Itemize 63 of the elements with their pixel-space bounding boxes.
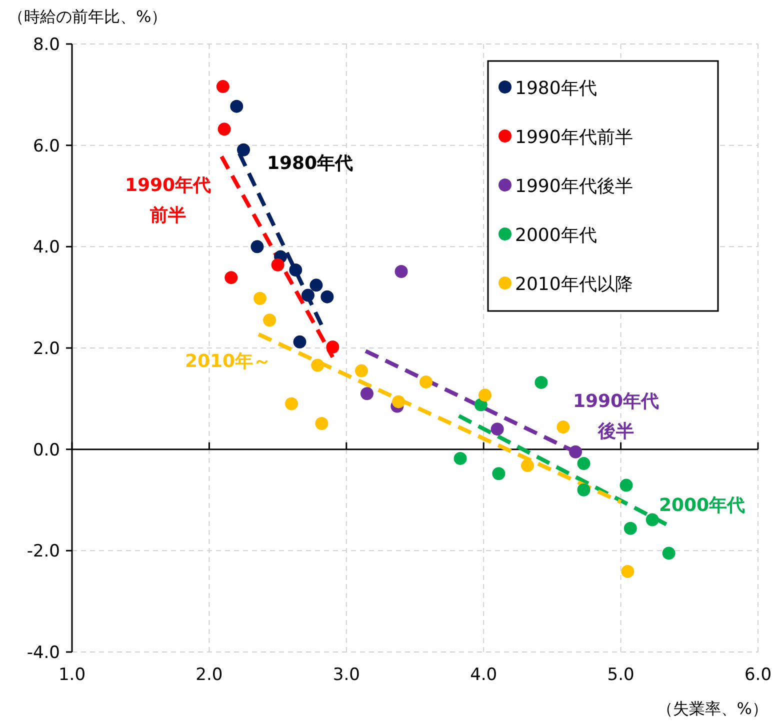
point (492, 467, 506, 480)
annotation: 1990年代前半 (124, 175, 212, 226)
point (218, 122, 231, 136)
point (224, 271, 238, 284)
point (354, 364, 368, 378)
annotation: 2010年～ (184, 351, 272, 372)
x-tick-label: 1.0 (58, 665, 86, 685)
point (556, 420, 570, 434)
y-tick-label: 4.0 (32, 238, 60, 258)
point (569, 445, 582, 458)
point (577, 483, 590, 496)
point (577, 457, 590, 470)
legend-label: 1990年代後半 (515, 176, 633, 197)
point (271, 258, 284, 272)
point (621, 564, 634, 578)
point (620, 478, 633, 492)
point (360, 387, 374, 400)
legend-label: 2000年代 (515, 225, 597, 246)
x-tick-label: 6.0 (744, 665, 772, 685)
point (237, 143, 250, 156)
x-axis-title: （失業率、%） (656, 699, 768, 718)
x-tick-label: 5.0 (607, 665, 634, 685)
point (311, 358, 324, 372)
point (310, 278, 323, 292)
annotation: 2000年代 (658, 495, 746, 516)
point (419, 375, 432, 388)
point (320, 290, 334, 304)
point (454, 452, 467, 465)
point (289, 263, 302, 276)
y-tick-label: -2.0 (26, 542, 60, 562)
x-tick-label: 3.0 (332, 665, 360, 685)
point (662, 546, 676, 560)
point (301, 288, 314, 302)
point (263, 314, 276, 327)
y-tick-label: 2.0 (32, 339, 60, 359)
legend-label: 1990年代前半 (515, 127, 633, 148)
point (230, 100, 244, 113)
point (293, 335, 306, 348)
point (253, 292, 266, 305)
y-tick-label: 8.0 (32, 35, 60, 55)
point (326, 340, 340, 354)
y-tick-label: -4.0 (26, 643, 60, 663)
point (392, 395, 406, 408)
annotation: 1980年代 (266, 153, 354, 174)
annotation: 1990年代後半 (572, 391, 660, 442)
x-tick-label: 2.0 (196, 665, 223, 685)
y-tick-label: 0.0 (32, 440, 60, 460)
legend-label: 1980年代 (515, 78, 597, 99)
y-tick-label: 6.0 (32, 136, 60, 156)
point (394, 264, 408, 278)
point (285, 397, 298, 410)
legend-label: 2010年代以降 (515, 274, 633, 295)
x-tick-label: 4.0 (470, 665, 498, 685)
point (216, 80, 230, 94)
y-axis-title: （時給の前年比、%） (8, 7, 168, 26)
point (646, 513, 659, 526)
point (478, 388, 492, 402)
point (490, 422, 504, 436)
point (315, 416, 328, 430)
point (250, 240, 264, 254)
point (521, 459, 534, 472)
point (624, 522, 637, 535)
point (534, 376, 548, 389)
